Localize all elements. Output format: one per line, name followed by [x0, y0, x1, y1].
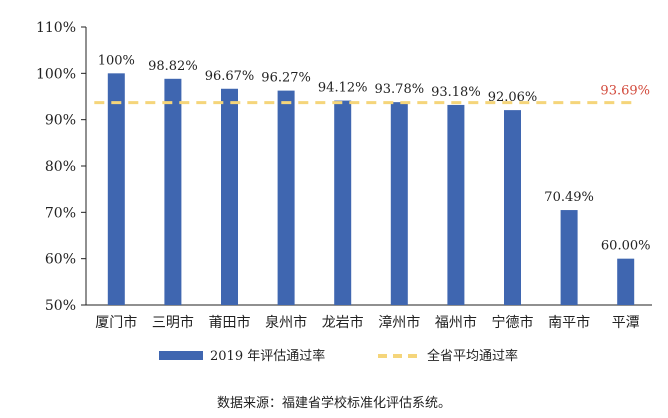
- legend-label-bars: 2019 年评估通过率: [210, 348, 325, 364]
- bar: [390, 102, 408, 305]
- bar: [334, 100, 352, 305]
- bar: [277, 90, 295, 306]
- legend: 2019 年评估通过率 全省平均通过率: [159, 348, 518, 364]
- x-tick-label: 南平市: [548, 314, 590, 331]
- x-tick-label: 漳州市: [378, 314, 420, 331]
- bar: [221, 88, 238, 306]
- y-axis-ticks: 50% 60% 70% 80% 90% 100% 110%: [36, 20, 86, 314]
- bar: [447, 104, 465, 305]
- x-tick-label: 莆田市: [209, 314, 251, 331]
- legend-label-average: 全省平均通过率: [427, 348, 518, 364]
- data-label: 94.12%: [318, 81, 368, 96]
- x-axis-ticks: 厦门市 三明市 莆田市 泉州市 龙岩市 漳州市 福州市 宁德市 南平市 平潭: [95, 314, 639, 331]
- bar: [560, 210, 578, 305]
- data-labels: 100% 98.82% 96.67% 96.27% 94.12% 93.78% 93.18%…: [98, 53, 651, 253]
- data-label: 60.00%: [601, 239, 651, 254]
- x-tick-label: 厦门市: [95, 314, 137, 331]
- x-tick-label: 三明市: [152, 314, 194, 331]
- y-tick-label: 50%: [45, 298, 76, 314]
- y-tick-label: 110%: [36, 20, 76, 36]
- source-note: 数据来源：福建省学校标准化评估系统。: [216, 396, 451, 411]
- legend-swatch-bars: [159, 351, 203, 360]
- average-line-label: 93.69%: [600, 84, 650, 99]
- x-tick-label: 福州市: [435, 314, 477, 331]
- y-tick-label: 60%: [45, 252, 76, 268]
- x-tick-label: 平潭: [612, 314, 640, 331]
- bar: [504, 110, 521, 305]
- data-label: 92.06%: [488, 90, 538, 105]
- data-label: 93.18%: [431, 85, 481, 100]
- y-tick-label: 70%: [45, 205, 76, 221]
- y-tick-label: 90%: [45, 113, 76, 129]
- bar-series: [107, 73, 635, 306]
- average-line-group: 93.69%: [94, 84, 650, 105]
- data-label: 98.82%: [148, 59, 198, 74]
- bar: [617, 258, 635, 305]
- y-tick-label: 80%: [45, 159, 76, 175]
- y-tick-label: 100%: [36, 66, 76, 82]
- x-tick-label: 宁德市: [492, 314, 534, 331]
- x-tick-label: 泉州市: [265, 314, 307, 331]
- data-label: 70.49%: [544, 190, 594, 205]
- data-label: 93.78%: [375, 82, 425, 97]
- bar: [107, 73, 125, 305]
- data-label: 96.27%: [261, 71, 311, 86]
- x-tick-label: 龙岩市: [322, 314, 364, 331]
- data-label: 100%: [98, 53, 135, 68]
- bar: [164, 78, 182, 306]
- data-label: 96.67%: [205, 69, 255, 84]
